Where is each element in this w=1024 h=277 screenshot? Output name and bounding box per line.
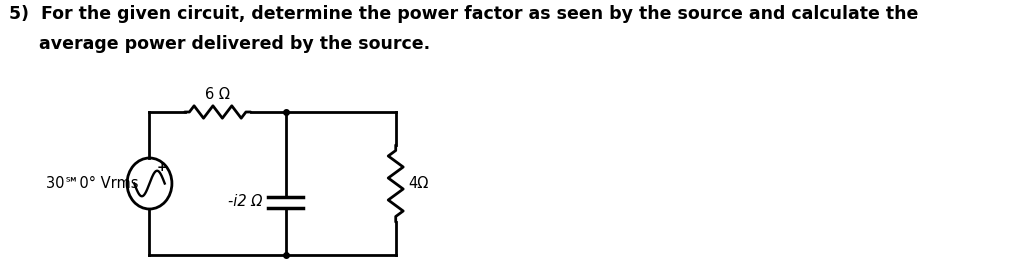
Text: 6 Ω: 6 Ω <box>205 87 229 102</box>
Text: 4Ω: 4Ω <box>408 176 428 191</box>
Text: +: + <box>157 161 167 174</box>
Text: average power delivered by the source.: average power delivered by the source. <box>9 35 430 53</box>
Text: 5)  For the given circuit, determine the power factor as seen by the source and : 5) For the given circuit, determine the … <box>9 5 919 23</box>
Text: -i2 Ω: -i2 Ω <box>227 194 262 209</box>
Text: 30℠0° Vrms: 30℠0° Vrms <box>46 176 139 191</box>
